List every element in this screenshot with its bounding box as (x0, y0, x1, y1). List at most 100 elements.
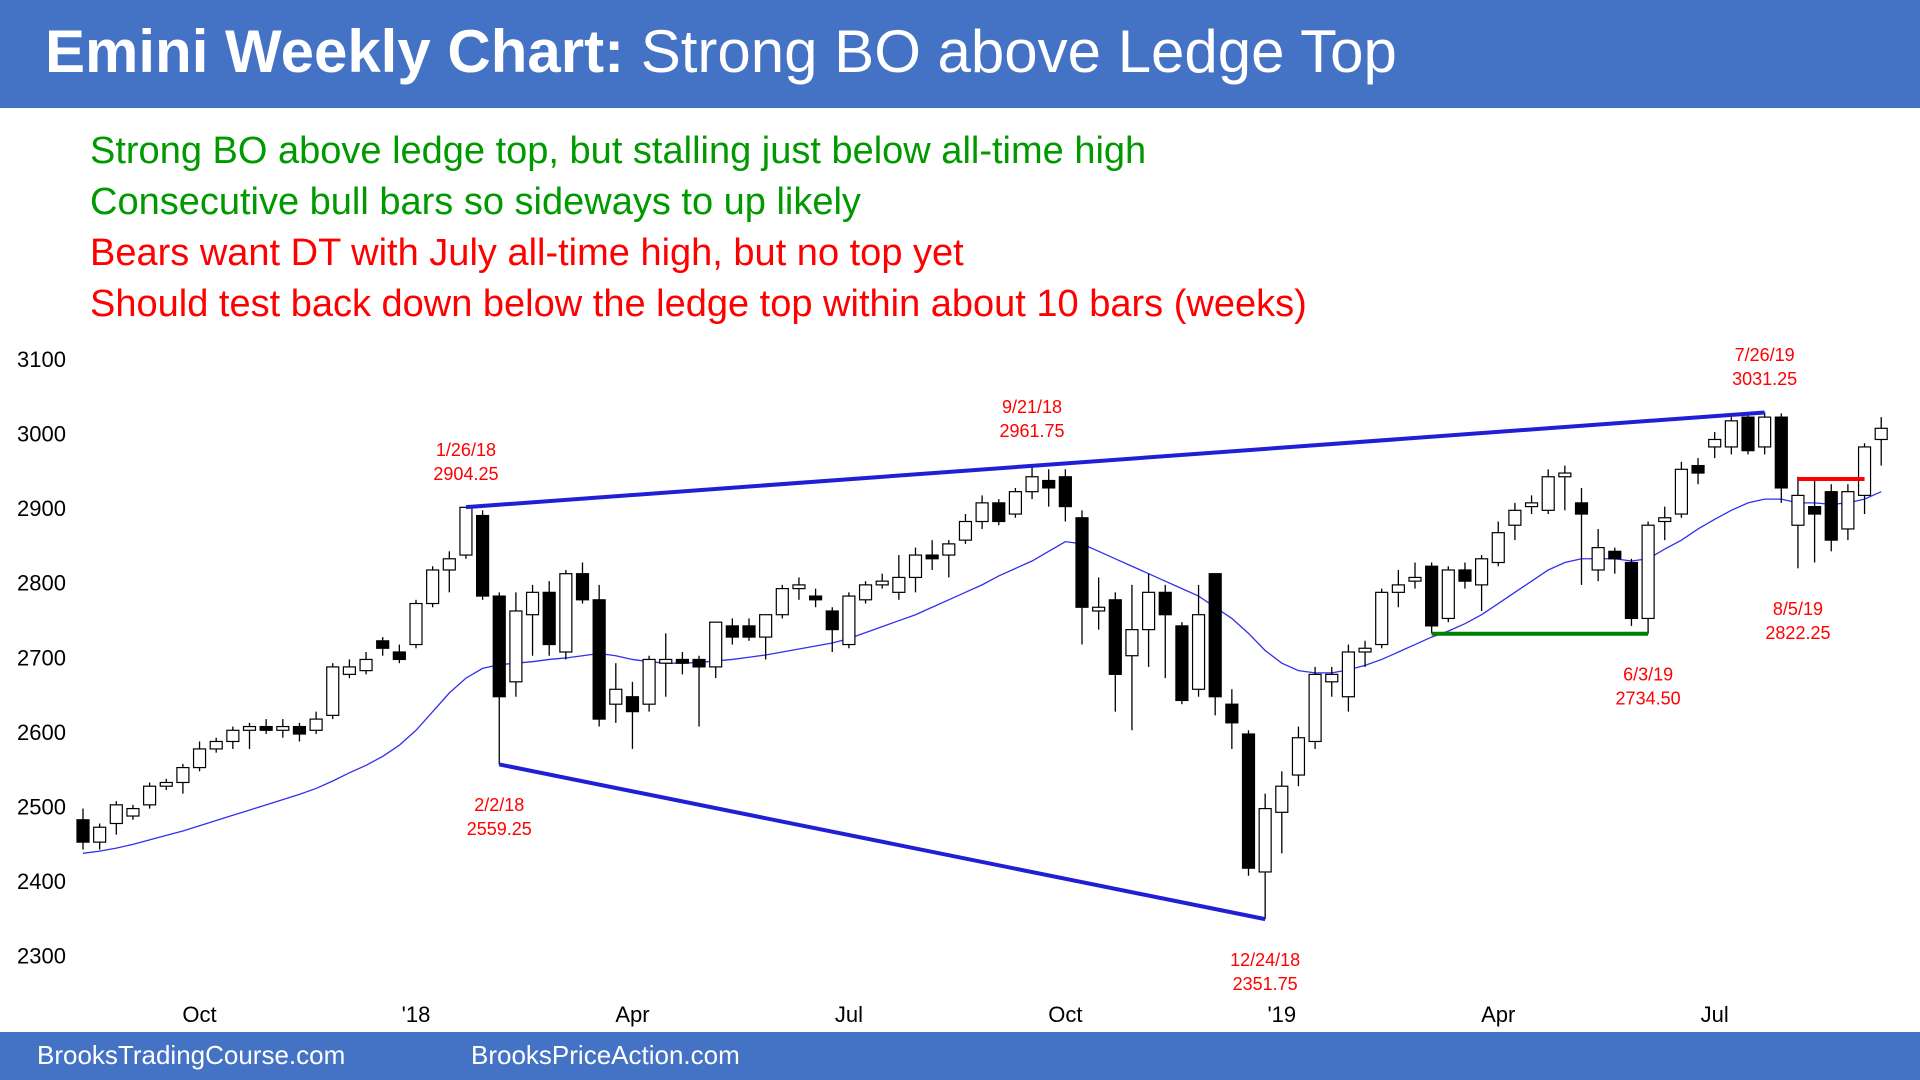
candle-body (1058, 476, 1072, 508)
candle-body (1524, 502, 1539, 508)
candle-body (1674, 468, 1689, 515)
candle-body (1275, 785, 1289, 813)
candle-body (109, 804, 123, 825)
candle-body (342, 666, 356, 675)
annotation-date: 2/2/18 (474, 795, 524, 815)
candle-body (908, 554, 923, 579)
y-tick-label: 3100 (17, 347, 66, 372)
annotation-value: 2822.25 (1765, 623, 1830, 643)
candle-body (609, 688, 623, 705)
annotation-value: 3031.25 (1732, 369, 1797, 389)
candle-body (509, 610, 523, 683)
candle-body (1025, 476, 1039, 493)
candle-body (76, 819, 90, 843)
candle-body (1141, 591, 1156, 631)
candle-body (126, 807, 140, 817)
candle-body (659, 658, 673, 664)
candle-body (1824, 491, 1838, 541)
candle-body (1391, 584, 1405, 593)
candle-body (1225, 703, 1239, 724)
candle-body (476, 514, 490, 597)
candle-body (159, 781, 173, 787)
candle-body (842, 595, 856, 646)
note: Strong BO above ledge top, but stalling … (90, 130, 1146, 172)
candle-body (1624, 561, 1639, 620)
candle-body (975, 502, 989, 523)
x-tick-label: Oct (1048, 1002, 1082, 1027)
y-tick-label: 2600 (17, 720, 66, 745)
candle-body (642, 658, 656, 705)
candle-body (1458, 569, 1472, 582)
x-tick-label: '19 (1267, 1002, 1296, 1027)
candle-body (925, 554, 939, 560)
candle-body (359, 658, 373, 672)
candle-body (1691, 464, 1705, 474)
candle-body (409, 602, 423, 646)
y-tick-label: 2700 (17, 645, 66, 670)
candle-body (892, 576, 906, 593)
annotation-date: 7/26/19 (1735, 345, 1795, 365)
candle-body (1857, 446, 1872, 497)
candle-body (276, 725, 290, 731)
candle-body (742, 625, 756, 638)
title-bold: Emini Weekly Chart: (45, 18, 624, 85)
candle-body (1258, 807, 1272, 873)
candle-body (192, 748, 207, 769)
candle-body (1774, 416, 1788, 489)
candle-body (759, 614, 773, 638)
candle-body (1308, 673, 1322, 743)
candle-body (176, 766, 190, 784)
y-tick-label: 2900 (17, 496, 66, 521)
candle-body (1092, 606, 1106, 612)
x-tick-label: '18 (402, 1002, 431, 1027)
y-tick-label: 3000 (17, 422, 66, 447)
candle-body (1425, 565, 1439, 627)
x-tick-label: Apr (1481, 1002, 1515, 1027)
candle-body (875, 580, 889, 586)
trend-line (465, 410, 1765, 510)
candle-body (492, 595, 506, 698)
candle-body (625, 696, 640, 713)
candle-body (542, 591, 556, 646)
candle-body (1641, 524, 1655, 620)
candle-body (1608, 550, 1622, 560)
candle-body (1541, 476, 1555, 511)
annotation-date: 12/24/18 (1230, 950, 1300, 970)
candle-body (858, 584, 873, 601)
note: Should test back down below the ledge to… (90, 283, 1307, 325)
candle-body (1758, 416, 1772, 448)
candle-body (309, 718, 323, 731)
title: Emini Weekly Chart: Strong BO above Ledg… (45, 18, 1397, 85)
candle-body (442, 558, 456, 571)
candle-body (525, 591, 540, 616)
candle-body (1325, 673, 1339, 683)
candle-body (459, 506, 473, 556)
candle-body (942, 543, 956, 556)
candle-body (1874, 427, 1888, 441)
annotation-value: 2351.75 (1233, 974, 1298, 994)
annotation-date: 1/26/18 (436, 440, 496, 460)
candle-body (1158, 591, 1172, 616)
x-tick-label: Apr (615, 1002, 649, 1027)
candle-body (1175, 625, 1189, 702)
candle-body (775, 588, 789, 616)
candle-body (93, 826, 107, 843)
candle-body (559, 573, 573, 653)
candle-body (1708, 438, 1722, 448)
x-tick-label: Jul (1701, 1002, 1729, 1027)
annotation-value: 2961.75 (1000, 421, 1065, 441)
candle-body (426, 569, 440, 605)
candle-body (792, 584, 806, 590)
annotation-value: 2559.25 (467, 819, 532, 839)
annotation-value: 2734.50 (1616, 688, 1681, 708)
x-tick-label: Oct (182, 1002, 216, 1027)
footer-link: BrooksPriceAction.com (471, 1040, 740, 1070)
candle-body (1191, 614, 1206, 690)
candle-body (1508, 509, 1522, 526)
candle-body (1591, 547, 1605, 571)
candle-body (1375, 591, 1389, 646)
candle-body (709, 621, 723, 668)
candle-body (1408, 576, 1422, 582)
